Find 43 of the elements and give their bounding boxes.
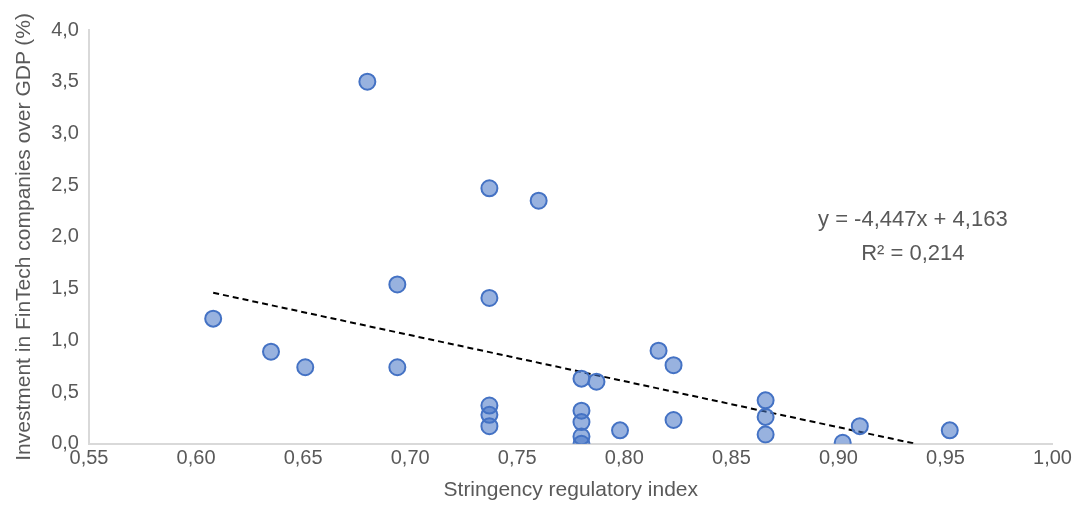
- y-tick-label: 1,0: [51, 327, 79, 350]
- annotation: y = -4,447x + 4,163: [818, 206, 1008, 232]
- y-tick-label: 3,0: [51, 120, 79, 143]
- x-tick-label: 0,60: [176, 446, 216, 469]
- x-tick-label: 1,00: [1033, 446, 1073, 469]
- x-tick-label: 0,70: [390, 446, 430, 469]
- point: [756, 407, 775, 426]
- point: [664, 411, 683, 430]
- x-tick-label: 0,65: [283, 446, 323, 469]
- y-axis-title: Investment in FinTech companies over GDP (%): [11, 13, 35, 461]
- point: [529, 191, 548, 210]
- point: [480, 417, 499, 436]
- point: [480, 179, 499, 198]
- x-tick-label: 0,90: [818, 446, 858, 469]
- point: [296, 358, 315, 377]
- y-tick-label: 2,0: [51, 224, 79, 247]
- y-tick-label: 0,5: [51, 379, 79, 402]
- y-tick-label: 2,5: [51, 172, 79, 195]
- y-tick-label: 1,5: [51, 276, 79, 299]
- point: [204, 309, 223, 328]
- point: [388, 358, 407, 377]
- point: [664, 356, 683, 375]
- point: [572, 413, 591, 432]
- point: [756, 425, 775, 444]
- point: [572, 369, 591, 388]
- y-tick-label: 4,0: [51, 17, 79, 40]
- x-tick-label: 0,80: [604, 446, 644, 469]
- point: [940, 421, 959, 440]
- point: [611, 421, 630, 440]
- point: [480, 288, 499, 307]
- y-tick-label: 3,5: [51, 69, 79, 92]
- point: [756, 391, 775, 410]
- x-tick-label: 0,95: [926, 446, 965, 469]
- point: [850, 417, 869, 436]
- point: [388, 275, 407, 294]
- point: [358, 72, 377, 91]
- point: [262, 342, 280, 361]
- annotation: R² = 0,214: [861, 240, 965, 266]
- point: [587, 372, 606, 391]
- x-tick-label: 0,75: [497, 446, 537, 469]
- point: [649, 341, 668, 360]
- x-axis-title: Stringency regulatory index: [443, 477, 699, 501]
- x-tick-label: 0,85: [711, 446, 751, 469]
